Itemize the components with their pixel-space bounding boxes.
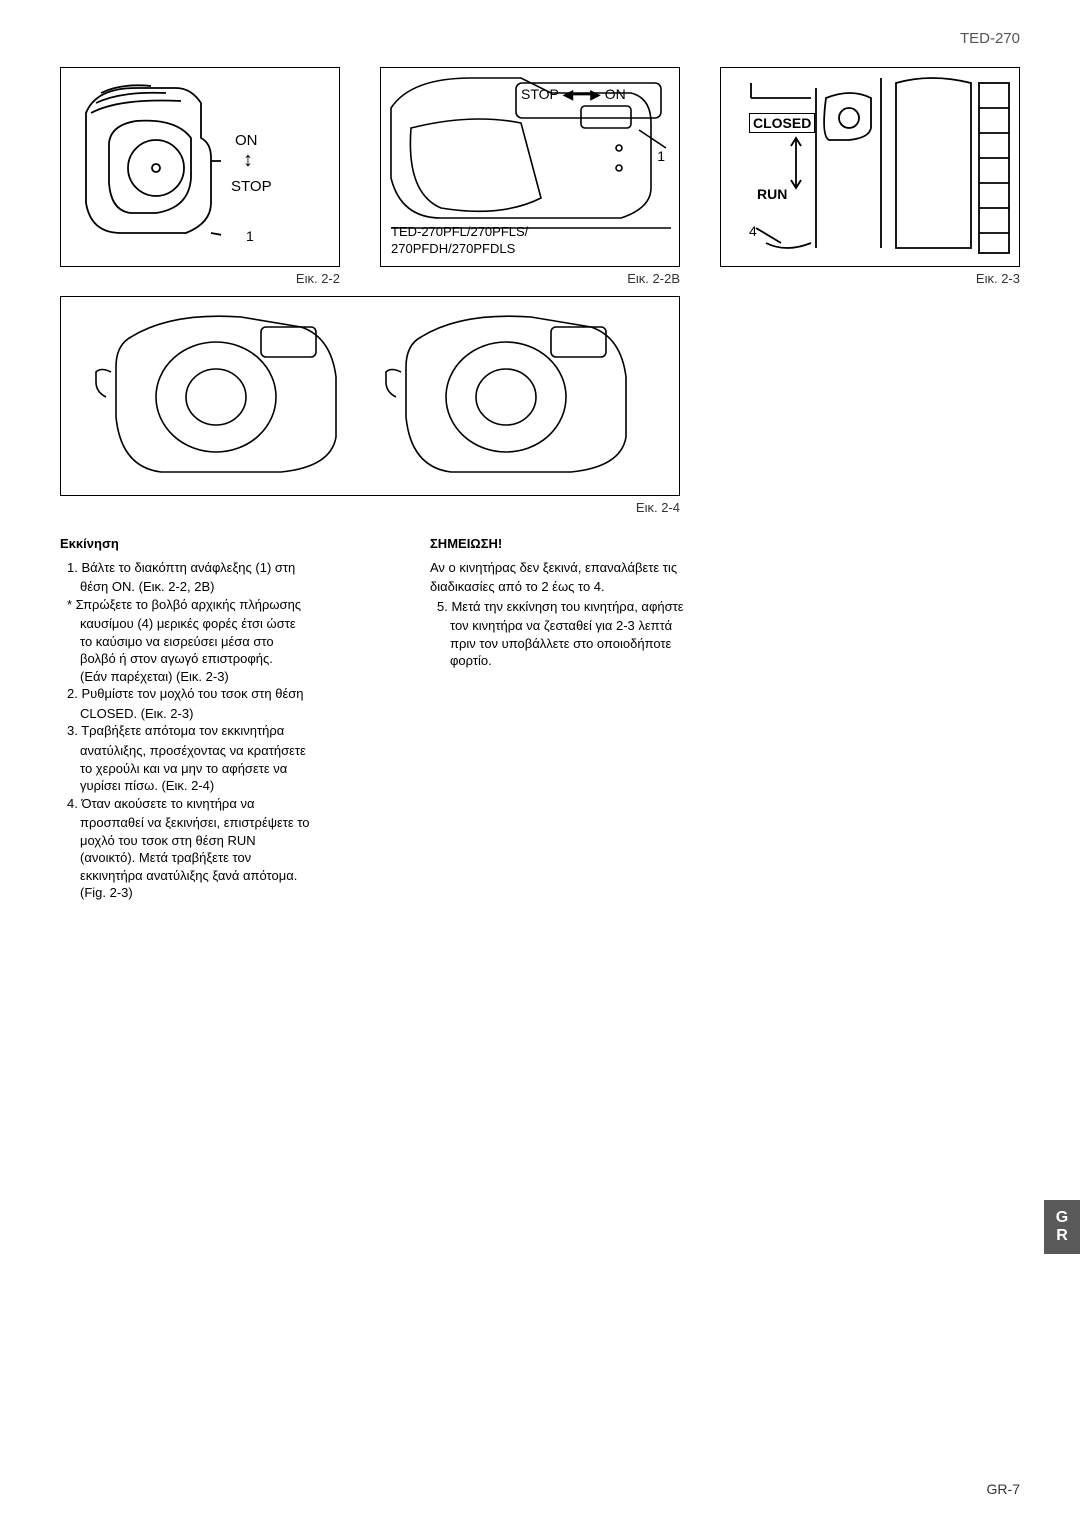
step-2a: 2. Ρυθμίστε τον μοχλό του τσοκ στη θέση bbox=[60, 685, 380, 703]
figure-2-3: CLOSED RUN 4 bbox=[720, 67, 1020, 267]
star-e: (Εάν παρέχεται) (Εικ. 2-3) bbox=[60, 668, 380, 686]
model-list-line1: TED-270PFL/270PFLS/ bbox=[391, 224, 528, 241]
note-l2: διαδικασίες από το 2 έως το 4. bbox=[430, 578, 750, 596]
on-label: ON bbox=[235, 132, 258, 149]
step-3b: ανατύλιξης, προσέχοντας να κρατήσετε bbox=[60, 742, 380, 760]
figure-row-top: ON ↕ STOP 1 Εικ. 2-2 STOP ◀━━▶ O bbox=[60, 67, 1020, 286]
side-tab: G R bbox=[1044, 1200, 1080, 1254]
engine-illustration-2-3 bbox=[721, 68, 1021, 268]
step-4d: (ανοικτό). Μετά τραβήξετε τον bbox=[60, 849, 380, 867]
step-4c: μοχλό του τσοκ στη θέση RUN bbox=[60, 832, 380, 850]
step-5a: 5. Μετά την εκκίνηση του κινητήρα, αφήστ… bbox=[430, 598, 750, 616]
figure-2-4 bbox=[60, 296, 680, 496]
stop-on-label: STOP ◀━━▶ ON bbox=[521, 86, 626, 103]
step-4f: (Fig. 2-3) bbox=[60, 884, 380, 902]
side-tab-line1: G bbox=[1056, 1209, 1068, 1227]
closed-label: CLOSED bbox=[749, 113, 815, 133]
callout-4: 4 bbox=[749, 223, 757, 239]
figure-2-2: ON ↕ STOP 1 bbox=[60, 67, 340, 267]
stop-label: STOP bbox=[231, 178, 272, 195]
page-number: GR-7 bbox=[987, 1481, 1020, 1497]
callout-1: 1 bbox=[246, 228, 254, 244]
callout-1-2b: 1 bbox=[657, 148, 665, 164]
figure-2-2b-caption: Εικ. 2-2B bbox=[380, 271, 680, 286]
right-column: ΣΗΜΕΙΩΣΗ! Αν ο κινητήρας δεν ξεκινά, επα… bbox=[430, 535, 750, 902]
figure-2-2b-container: STOP ◀━━▶ ON 1 TED-270PFL/270PFLS/ 270PF… bbox=[380, 67, 680, 286]
star-c: το καύσιμο να εισρεύσει μέσα στο bbox=[60, 633, 380, 651]
figure-2-2-container: ON ↕ STOP 1 Εικ. 2-2 bbox=[60, 67, 340, 286]
model-list: TED-270PFL/270PFLS/ 270PFDH/270PFDLS bbox=[391, 224, 528, 258]
step-4e: εκκινητήρα ανατύλιξης ξανά απότομα. bbox=[60, 867, 380, 885]
note-l1: Αν ο κινητήρας δεν ξεκινά, επαναλάβετε τ… bbox=[430, 559, 750, 577]
star-b: καυσίμου (4) μερικές φορές έτσι ώστε bbox=[60, 615, 380, 633]
figure-2-2b: STOP ◀━━▶ ON 1 TED-270PFL/270PFLS/ 270PF… bbox=[380, 67, 680, 267]
step-5c: πριν τον υποβάλλετε στο οποιοδήποτε bbox=[430, 635, 750, 653]
figure-2-3-caption: Εικ. 2-3 bbox=[720, 271, 1020, 286]
figure-2-3-container: CLOSED RUN 4 Εικ. 2-3 bbox=[720, 67, 1020, 286]
figure-2-2-caption: Εικ. 2-2 bbox=[60, 271, 340, 286]
engine-illustration-2-4 bbox=[61, 297, 681, 497]
step-1b: θέση ΟΝ. (Εικ. 2-2, 2B) bbox=[60, 578, 380, 596]
arrow-updown-icon: ↕ bbox=[243, 150, 253, 170]
left-column: Εκκίνηση 1. Βάλτε το διακόπτη ανάφλεξης … bbox=[60, 535, 380, 902]
figure-2-4-caption: Εικ. 2-4 bbox=[60, 500, 680, 515]
step-3a: 3. Τραβήξετε απότομα τον εκκινητήρα bbox=[60, 722, 380, 740]
side-tab-line2: R bbox=[1056, 1227, 1068, 1245]
step-2b: CLOSED. (Εικ. 2-3) bbox=[60, 705, 380, 723]
step-3d: γυρίσει πίσω. (Εικ. 2-4) bbox=[60, 777, 380, 795]
step-3c: το χερούλι και να μην το αφήσετε να bbox=[60, 760, 380, 778]
star-a: * Σπρώξετε το βoλβό αρχικής πλήρωσης bbox=[60, 596, 380, 614]
step-4b: προσπαθεί να ξεκινήσει, επιστρέψετε το bbox=[60, 814, 380, 832]
step-5b: τον κινητήρα να ζεσταθεί για 2-3 λεπτά bbox=[430, 617, 750, 635]
step-5d: φορτίο. bbox=[430, 652, 750, 670]
heading-note: ΣΗΜΕΙΩΣΗ! bbox=[430, 535, 750, 553]
engine-illustration bbox=[81, 83, 221, 243]
figure-2-4-container: Εικ. 2-4 bbox=[60, 296, 680, 515]
model-header: TED-270 bbox=[60, 30, 1020, 47]
step-1a: 1. Βάλτε το διακόπτη ανάφλεξης (1) στη bbox=[60, 559, 380, 577]
body-text: Εκκίνηση 1. Βάλτε το διακόπτη ανάφλεξης … bbox=[60, 535, 1020, 902]
heading-start: Εκκίνηση bbox=[60, 535, 380, 553]
model-list-line2: 270PFDH/270PFDLS bbox=[391, 241, 528, 258]
run-label: RUN bbox=[757, 186, 787, 202]
star-d: βολβό ή στον αγωγό επιστροφής. bbox=[60, 650, 380, 668]
step-4a: 4. Όταν ακούσετε το κινητήρα να bbox=[60, 795, 380, 813]
